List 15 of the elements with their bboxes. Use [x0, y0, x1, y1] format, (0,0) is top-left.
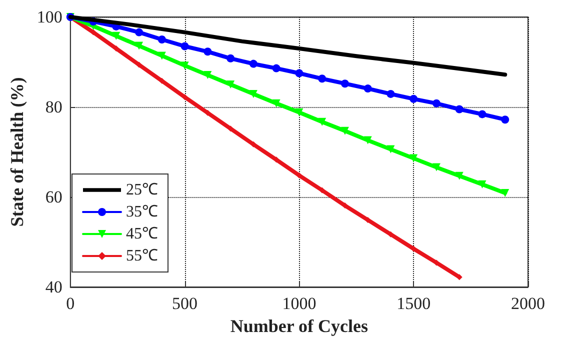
legend-label: 45℃ [126, 226, 158, 242]
x-tick-label: 2000 [511, 294, 545, 313]
y-tick-label: 60 [45, 188, 62, 206]
x-tick-label: 500 [172, 294, 198, 313]
y-tick-label: 80 [45, 98, 62, 116]
x-tick-label: 1500 [396, 294, 431, 313]
legend-label: 55℃ [126, 248, 158, 264]
y-tick-label: 40 [45, 278, 62, 296]
x-axis-title: Number of Cycles [230, 316, 368, 336]
y-axis-title: State of Health (%) [7, 77, 27, 227]
legend-label: 25℃ [126, 182, 158, 198]
x-tick-label: 1000 [282, 294, 316, 313]
legend-label: 35℃ [126, 204, 158, 220]
x-tick-label: 0 [66, 294, 75, 313]
y-tick-label: 100 [36, 8, 62, 26]
